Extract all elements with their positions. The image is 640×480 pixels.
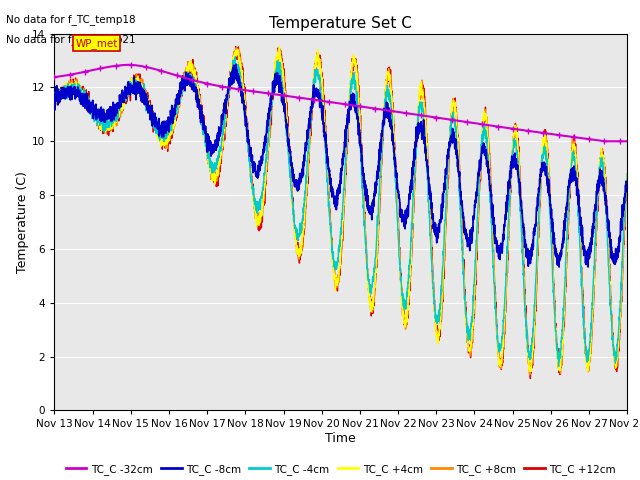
Y-axis label: Temperature (C): Temperature (C) xyxy=(17,171,29,273)
X-axis label: Time: Time xyxy=(325,432,356,445)
Text: No data for f_TC_temp21: No data for f_TC_temp21 xyxy=(6,34,136,45)
Title: Temperature Set C: Temperature Set C xyxy=(269,16,412,31)
Legend: TC_C -32cm, TC_C -8cm, TC_C -4cm, TC_C +4cm, TC_C +8cm, TC_C +12cm: TC_C -32cm, TC_C -8cm, TC_C -4cm, TC_C +… xyxy=(61,459,620,479)
Text: WP_met: WP_met xyxy=(76,38,118,48)
Text: No data for f_TC_temp18: No data for f_TC_temp18 xyxy=(6,14,136,25)
